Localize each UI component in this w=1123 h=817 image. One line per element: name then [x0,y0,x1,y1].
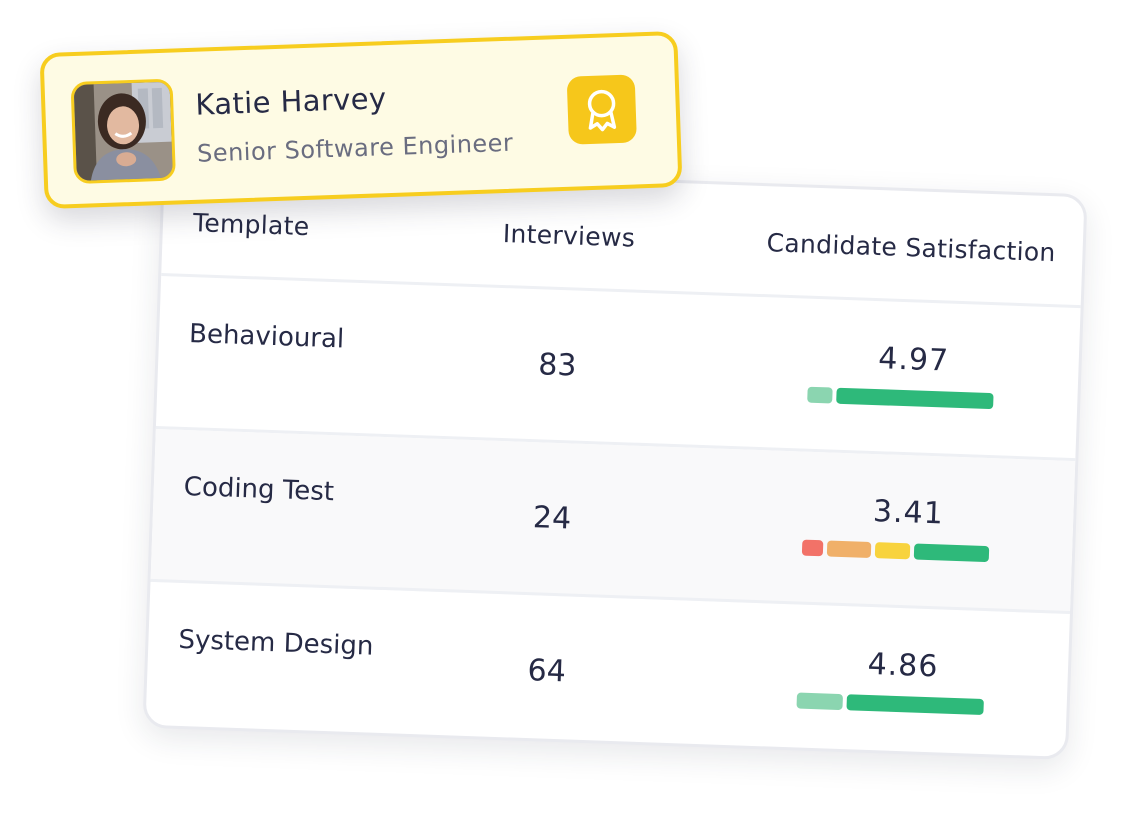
header-interviews: Interviews [502,218,636,253]
rating-segment [846,694,984,716]
rating-segment [913,543,990,563]
rating-distribution-bar [801,539,990,563]
template-name: Behavioural [188,319,345,355]
rating-segment [807,386,833,404]
interview-count: 64 [527,653,567,690]
rating-segment [796,692,844,711]
satisfaction-score: 4.86 [867,646,940,685]
rating-distribution-bar [807,386,994,410]
satisfaction-score: 3.41 [872,494,945,532]
avatar-photo [73,81,173,181]
template-name: System Design [177,624,374,662]
rating-segment [801,539,824,557]
rating-segment [874,542,911,560]
rating-distribution-bar [796,692,984,716]
table-row[interactable]: System Design 64 4.86 [145,582,1070,760]
template-name: Coding Test [183,471,335,508]
rating-segment [826,540,872,558]
template-stats-table: Template Interviews Candidate Satisfacti… [142,162,1088,760]
avatar [70,78,176,185]
header-template: Template [192,208,310,242]
rating-segment [836,387,994,410]
satisfaction-score: 4.97 [877,341,950,379]
award-button[interactable] [566,74,637,145]
interview-count: 83 [537,347,578,384]
interview-count: 24 [532,500,572,537]
header-candidate-satisfaction: Candidate Satisfaction [766,228,1057,268]
award-ribbon-icon [587,89,617,132]
candidate-profile-card[interactable]: Katie Harvey Senior Software Engineer [39,30,683,210]
candidate-role: Senior Software Engineer [196,128,514,168]
candidate-name: Katie Harvey [194,81,388,122]
